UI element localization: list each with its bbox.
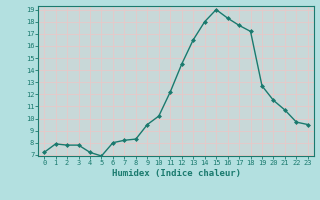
X-axis label: Humidex (Indice chaleur): Humidex (Indice chaleur) [111,169,241,178]
